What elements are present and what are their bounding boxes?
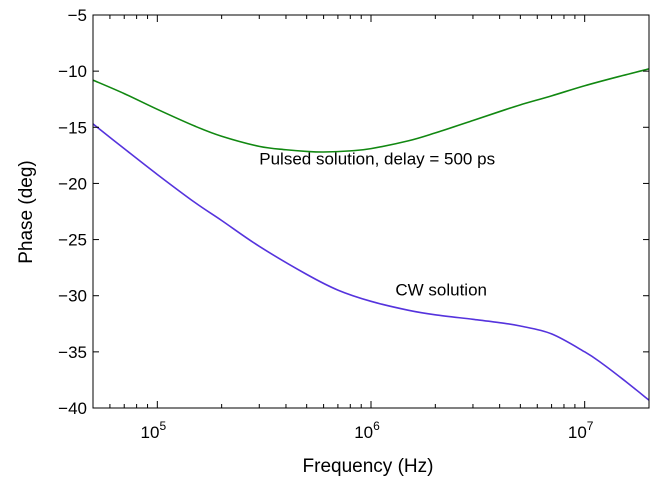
pulsed-solution-annotation: Pulsed solution, delay = 500 ps xyxy=(259,149,495,168)
annotation-layer: Pulsed solution, delay = 500 ps CW soluti… xyxy=(259,149,495,299)
axes-layer: −40 −35 −30 −25 −20 −15 −10 −5 105 106 107 xyxy=(58,6,650,442)
cw-solution-annotation: CW solution xyxy=(395,281,487,300)
plot-frame xyxy=(92,14,650,409)
y-tick-label: −40 xyxy=(58,399,87,418)
y-tick-label: −10 xyxy=(58,62,87,81)
y-tick-label: −35 xyxy=(58,343,87,362)
y-tick-label: −5 xyxy=(68,6,87,25)
x-tick-label: 106 xyxy=(354,419,380,442)
x-tick-label: 105 xyxy=(141,419,167,442)
x-tick-label-exponent: 7 xyxy=(587,419,594,433)
y-tick-label: −25 xyxy=(58,231,87,250)
cw-solution-line xyxy=(92,123,650,401)
x-axis-title: Frequency (Hz) xyxy=(303,456,434,477)
series-layer xyxy=(92,68,650,401)
y-tick-label: −30 xyxy=(58,287,87,306)
pulsed-solution-line xyxy=(92,68,650,153)
y-tick-label: −20 xyxy=(58,174,87,193)
y-tick-label: −15 xyxy=(58,118,87,137)
x-tick-label-exponent: 6 xyxy=(373,419,380,433)
x-tick-label-exponent: 5 xyxy=(159,419,166,433)
x-tick-label: 107 xyxy=(568,419,594,442)
y-axis-title: Phase (deg) xyxy=(16,160,37,264)
